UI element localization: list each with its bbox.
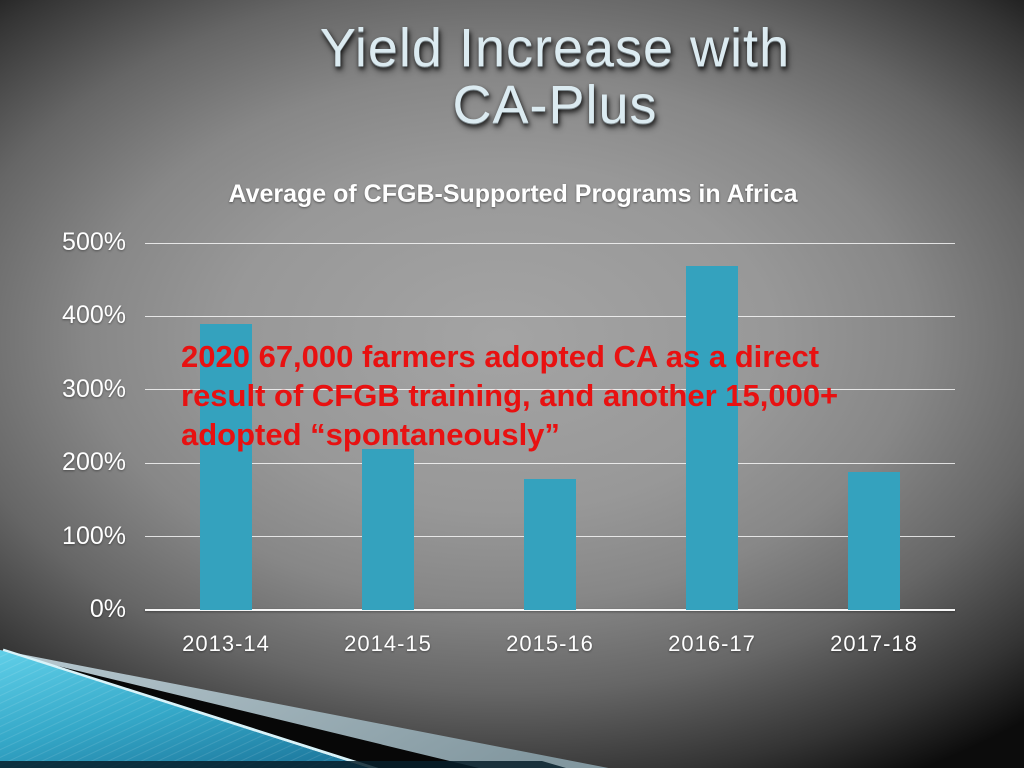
y-axis-tick-label: 100% xyxy=(62,521,126,550)
gridline xyxy=(145,389,955,391)
gridline xyxy=(145,462,955,464)
x-axis-label: 2017-18 xyxy=(830,631,918,656)
slide-title: Yield Increase with CA-Plus xyxy=(85,20,1024,134)
y-axis-tick-label: 500% xyxy=(62,228,126,256)
y-axis-tick-label: 400% xyxy=(62,301,126,330)
chart-title: Average of CFGB-Supported Programs in Af… xyxy=(228,180,798,208)
gridline xyxy=(145,315,955,317)
bar-2017-18 xyxy=(848,472,900,610)
bar-2014-15 xyxy=(362,448,414,610)
x-axis-label: 2015-16 xyxy=(506,631,594,656)
x-axis-label: 2013-14 xyxy=(182,631,270,656)
y-axis-tick-label: 300% xyxy=(62,374,126,403)
bar-2013-14 xyxy=(200,323,252,610)
annotation: 2020 67,000 farmers adopted CA as a dire… xyxy=(181,337,838,454)
x-axis-label: 2016-17 xyxy=(668,631,756,656)
x-axis-line xyxy=(145,609,955,611)
annotation-line: result of CFGB training, and another 15,… xyxy=(181,378,839,413)
x-axis-label: 2014-15 xyxy=(344,631,432,656)
y-axis-tick-label: 200% xyxy=(62,448,126,477)
bar-2015-16 xyxy=(524,479,576,610)
annotation-line: adopted “spontaneously” xyxy=(181,417,560,452)
slide-title-line2: CA-Plus xyxy=(452,75,658,135)
y-axis-tick-label: 0% xyxy=(89,595,126,623)
gridline xyxy=(145,242,955,244)
annotation-line: 2020 67,000 farmers adopted CA as a dire… xyxy=(181,339,820,374)
slide-title-line1: Yield Increase with xyxy=(319,18,791,78)
bar-2016-17 xyxy=(686,266,738,610)
